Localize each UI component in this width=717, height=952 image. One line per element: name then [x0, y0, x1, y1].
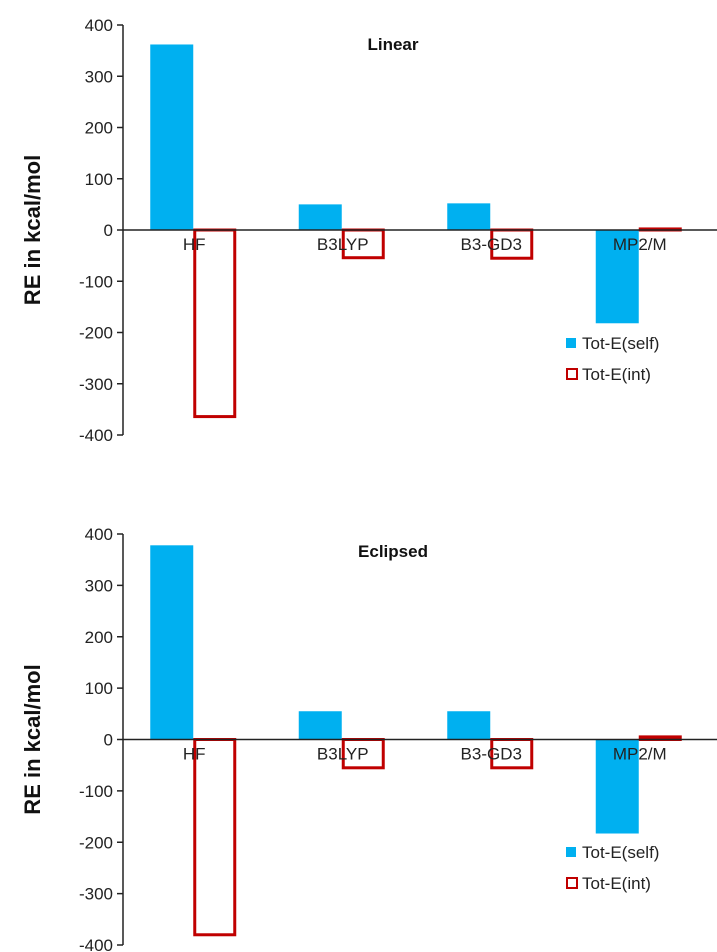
- chart-eclipsed: RE in kcal/mol 400 300 200 100 0 -100 -200 -300 -…: [0, 482, 717, 952]
- chart-title: Eclipsed: [358, 542, 428, 561]
- legend-swatch-self: [566, 847, 576, 857]
- bar-int-1: [341, 228, 385, 260]
- y-tick-label: 100: [85, 170, 113, 189]
- y-tick-label: 100: [85, 679, 113, 698]
- legend-label: Tot-E(int): [582, 365, 651, 384]
- legend-swatch-self: [566, 338, 576, 348]
- y-tick-label: -400: [79, 426, 113, 445]
- category-label: B3LYP: [317, 235, 369, 254]
- legend-label: Tot-E(self): [582, 334, 659, 353]
- chart-title: Linear: [367, 35, 418, 54]
- y-tick-label: -200: [79, 324, 113, 343]
- category-label: B3-GD3: [461, 745, 522, 764]
- bar-self-2: [447, 203, 491, 230]
- y-tick-label: 0: [104, 221, 113, 240]
- bar-int-1: [341, 738, 385, 770]
- bar-int-0: [193, 738, 237, 937]
- y-tick-label: 300: [85, 576, 113, 595]
- y-tick-label: -400: [79, 936, 113, 952]
- legend-label: Tot-E(self): [582, 843, 659, 862]
- y-tick-label: 300: [85, 67, 113, 86]
- category-label: B3LYP: [317, 745, 369, 764]
- chart-linear-svg: RE in kcal/mol 400 300 200 100 0 -100 -200 -300 -…: [20, 16, 717, 445]
- y-axis-title: RE in kcal/mol: [20, 664, 45, 814]
- chart-eclipsed-svg: RE in kcal/mol 400 300 200 100 0 -100 -200 -300 -…: [20, 525, 717, 952]
- category-label: MP2/M: [613, 235, 667, 254]
- legend-swatch-int: [566, 368, 578, 380]
- bar-self-0: [150, 44, 194, 230]
- legend-swatch-int: [566, 877, 578, 889]
- bar-self-1: [298, 204, 342, 230]
- bar-self-1: [298, 711, 342, 740]
- y-tick-label: -100: [79, 782, 113, 801]
- category-label: HF: [183, 745, 206, 764]
- category-label: MP2/M: [613, 745, 667, 764]
- y-tick-label: -200: [79, 833, 113, 852]
- y-tick-label: -300: [79, 885, 113, 904]
- legend-label: Tot-E(int): [582, 874, 651, 893]
- category-label: B3-GD3: [461, 235, 522, 254]
- y-tick-label: 200: [85, 628, 113, 647]
- y-axis-title: RE in kcal/mol: [20, 155, 45, 305]
- y-tick-label: 400: [85, 525, 113, 544]
- y-tick-label: -300: [79, 375, 113, 394]
- bar-self-0: [150, 545, 194, 740]
- y-tick-label: 200: [85, 119, 113, 138]
- bar-self-2: [447, 711, 491, 740]
- bar-self-3: [595, 230, 639, 324]
- chart-linear: RE in kcal/mol 400 300 200 100 0 -100 -200 -300 -…: [0, 0, 717, 470]
- y-tick-label: -100: [79, 272, 113, 291]
- category-label: HF: [183, 235, 206, 254]
- bar-self-3: [595, 739, 639, 834]
- y-tick-label: 400: [85, 16, 113, 35]
- bar-int-0: [193, 228, 237, 419]
- y-tick-label: 0: [104, 731, 113, 750]
